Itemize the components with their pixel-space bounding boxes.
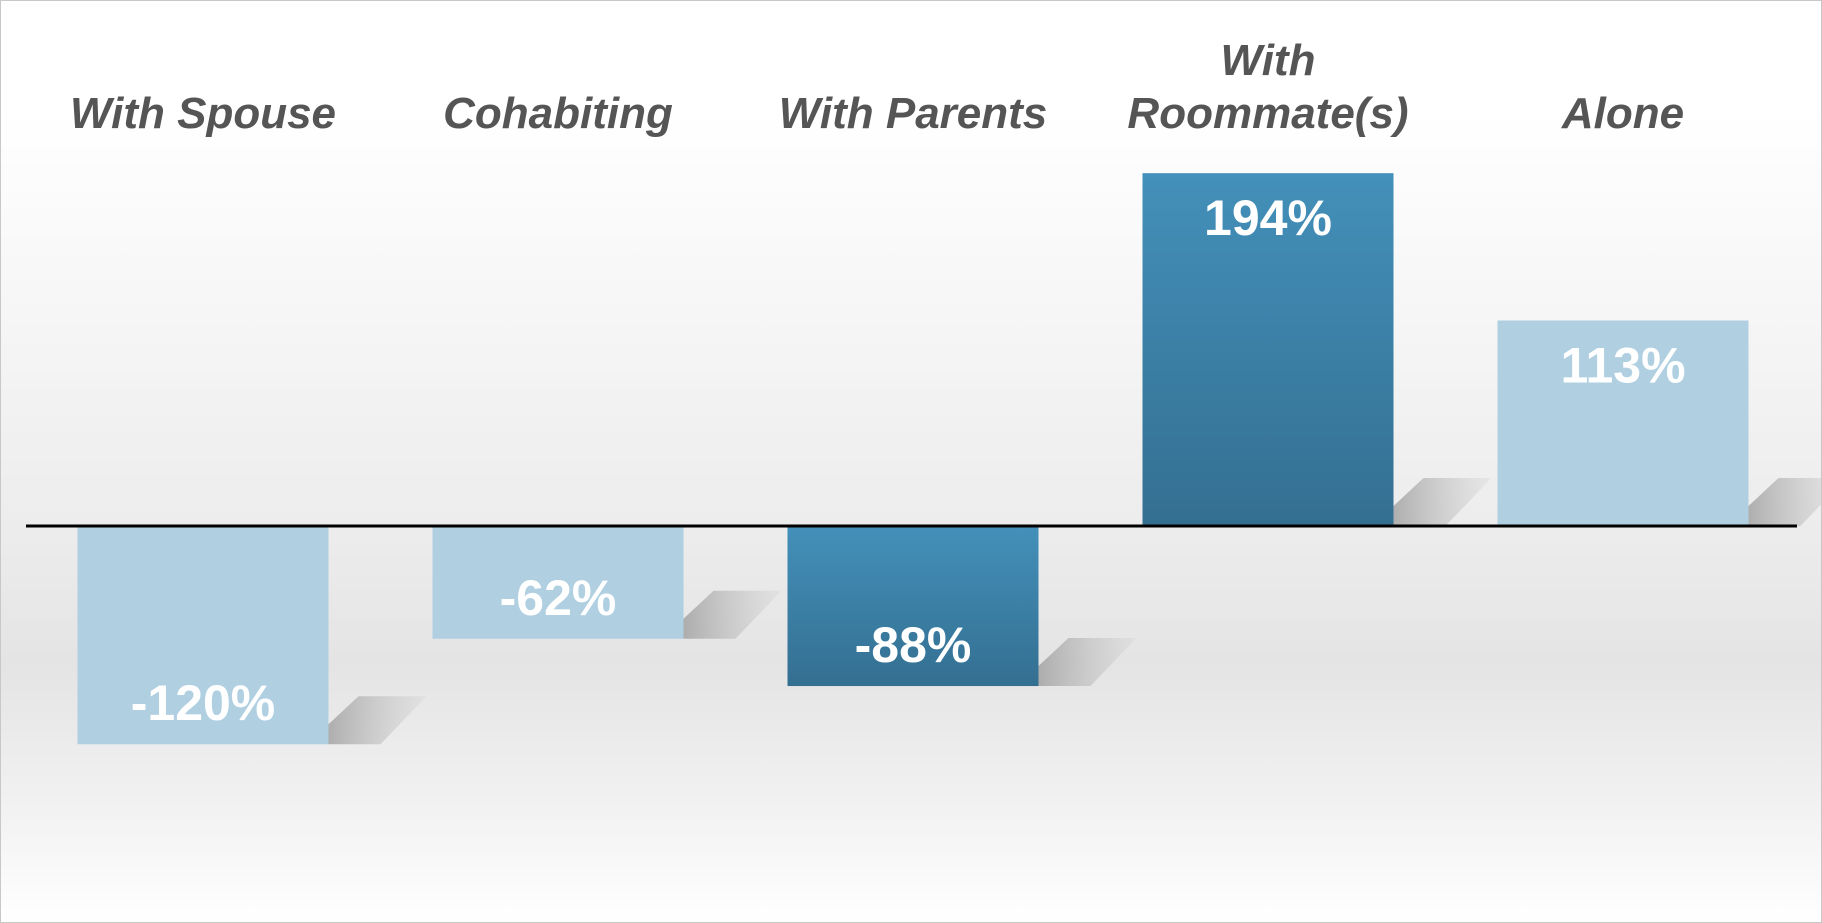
value-label-cohabiting: -62% — [500, 570, 617, 626]
bars — [77, 173, 1749, 745]
bar-cohabiting — [432, 526, 684, 639]
category-label-with-spouse: With Spouse — [70, 89, 336, 138]
value-label-alone: 113% — [1560, 337, 1685, 393]
category-labels: With Spouse Cohabiting With Parents With Roo… — [70, 36, 1684, 138]
bar-with-spouse — [77, 526, 329, 745]
value-labels: -120% -62% -88% 194% 113% — [131, 190, 1686, 731]
bar-shadow-with-roommate-s — [1393, 478, 1492, 526]
bar-alone — [1497, 320, 1749, 526]
value-label-with-spouse: -120% — [131, 675, 276, 731]
category-label-alone: Alone — [1561, 89, 1684, 138]
bar-with-parents — [787, 526, 1039, 687]
bar-shadow-cohabiting — [683, 590, 782, 639]
value-label-with-parents: -88% — [855, 617, 972, 673]
bar-shadows — [328, 478, 1821, 745]
bar-shadow-with-parents — [1038, 638, 1137, 687]
value-label-with-roommate-s: 194% — [1204, 190, 1332, 246]
bar-shadow-alone — [1748, 478, 1821, 526]
category-label-cohabiting: Cohabiting — [443, 89, 673, 138]
category-label-with-parents: With Parents — [779, 89, 1048, 138]
bar-shadow-with-spouse — [328, 696, 427, 745]
category-label-with-roommate-s: With Roommate(s) — [1127, 36, 1408, 138]
bar-with-roommate-s — [1142, 173, 1394, 527]
